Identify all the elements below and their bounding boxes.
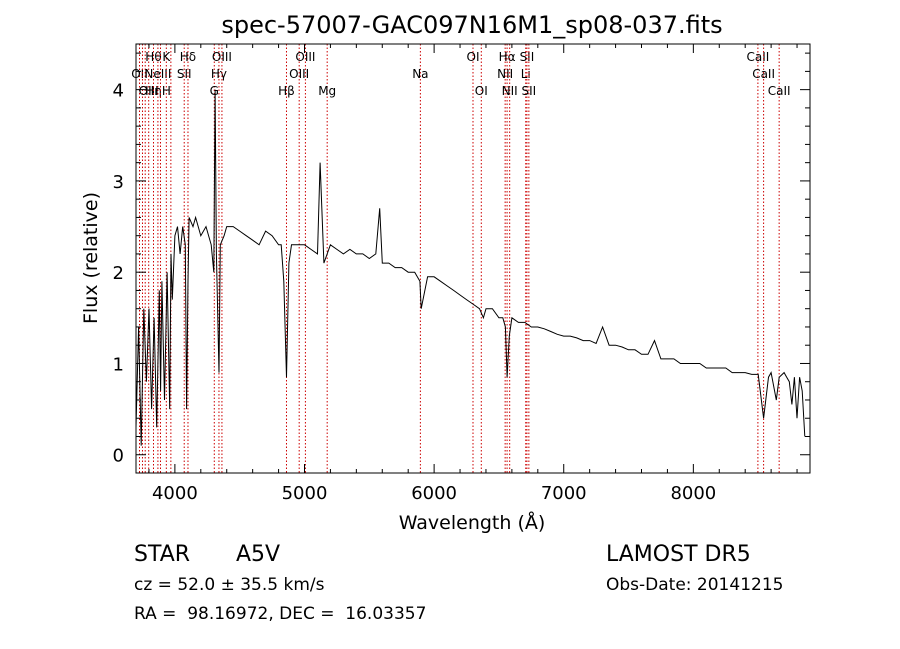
line-marker-label: SII [522, 84, 537, 98]
line-marker-label: OII [131, 67, 148, 81]
line-marker-label: NII [502, 84, 518, 98]
line-marker-label: NII [497, 67, 513, 81]
x-axis-ticks: 4000 5000 6000 7000 8000 [148, 44, 798, 504]
emission-line-markers: OIIOIIIHθHηNeIIIKHSIIHδGHγOIIIHβOIIIOIII… [131, 44, 791, 473]
line-marker-label: K [162, 50, 171, 64]
line-marker-label: OI [475, 84, 488, 98]
line-marker-label: Hγ [211, 67, 227, 81]
line-marker-label: Hη [145, 84, 162, 98]
y-tick-label: 0 [113, 446, 124, 467]
line-marker-label: Li [521, 67, 531, 81]
line-marker-label: Na [412, 67, 428, 81]
chart-title: spec-57007-GAC097N16M1_sp08-037.fits [221, 11, 722, 39]
line-marker-label: OIII [295, 50, 315, 64]
spectrum-line [135, 89, 806, 446]
line-marker-label: CaII [768, 84, 791, 98]
y-tick-label: 4 [113, 81, 124, 102]
line-marker-label: CaII [746, 50, 769, 64]
x-tick-label: 4000 [152, 483, 198, 504]
redshift-value: cz = 52.0 ± 35.5 km/s [134, 575, 325, 595]
line-marker-label: CaII [752, 67, 775, 81]
y-tick-label: 3 [113, 172, 124, 193]
object-subclass: A5V [236, 542, 280, 567]
y-tick-label: 2 [113, 263, 124, 284]
y-tick-label: 1 [113, 354, 124, 375]
x-tick-label: 8000 [670, 483, 716, 504]
line-marker-label: Hδ [180, 50, 196, 64]
x-axis-label: Wavelength (Å) [399, 511, 546, 534]
line-marker-label: H [162, 84, 171, 98]
line-marker-label: G [210, 84, 219, 98]
y-axis-ticks: 0 1 2 3 4 [113, 52, 810, 474]
line-marker-label: OI [467, 50, 480, 64]
x-tick-label: 6000 [411, 483, 457, 504]
y-axis-label: Flux (relative) [80, 192, 102, 324]
x-tick-label: 5000 [282, 483, 328, 504]
line-marker-label: OIII [212, 50, 232, 64]
line-marker-label: OIII [289, 67, 309, 81]
line-marker-label: SII [177, 67, 192, 81]
survey-name: LAMOST DR5 [606, 542, 751, 567]
line-marker-label: NeIII [144, 67, 171, 81]
line-marker-label: SII [520, 50, 535, 64]
line-marker-label: Hβ [278, 84, 295, 98]
line-marker-label: Hα [499, 50, 516, 64]
line-marker-label: Hθ [145, 50, 161, 64]
sky-coordinates: RA = 98.16972, DEC = 16.03357 [134, 604, 426, 624]
plot-frame [135, 43, 811, 474]
line-marker-label: Mg [318, 84, 336, 98]
x-tick-label: 7000 [541, 483, 587, 504]
object-class: STAR [134, 542, 190, 567]
obs-date: Obs-Date: 20141215 [606, 575, 783, 595]
